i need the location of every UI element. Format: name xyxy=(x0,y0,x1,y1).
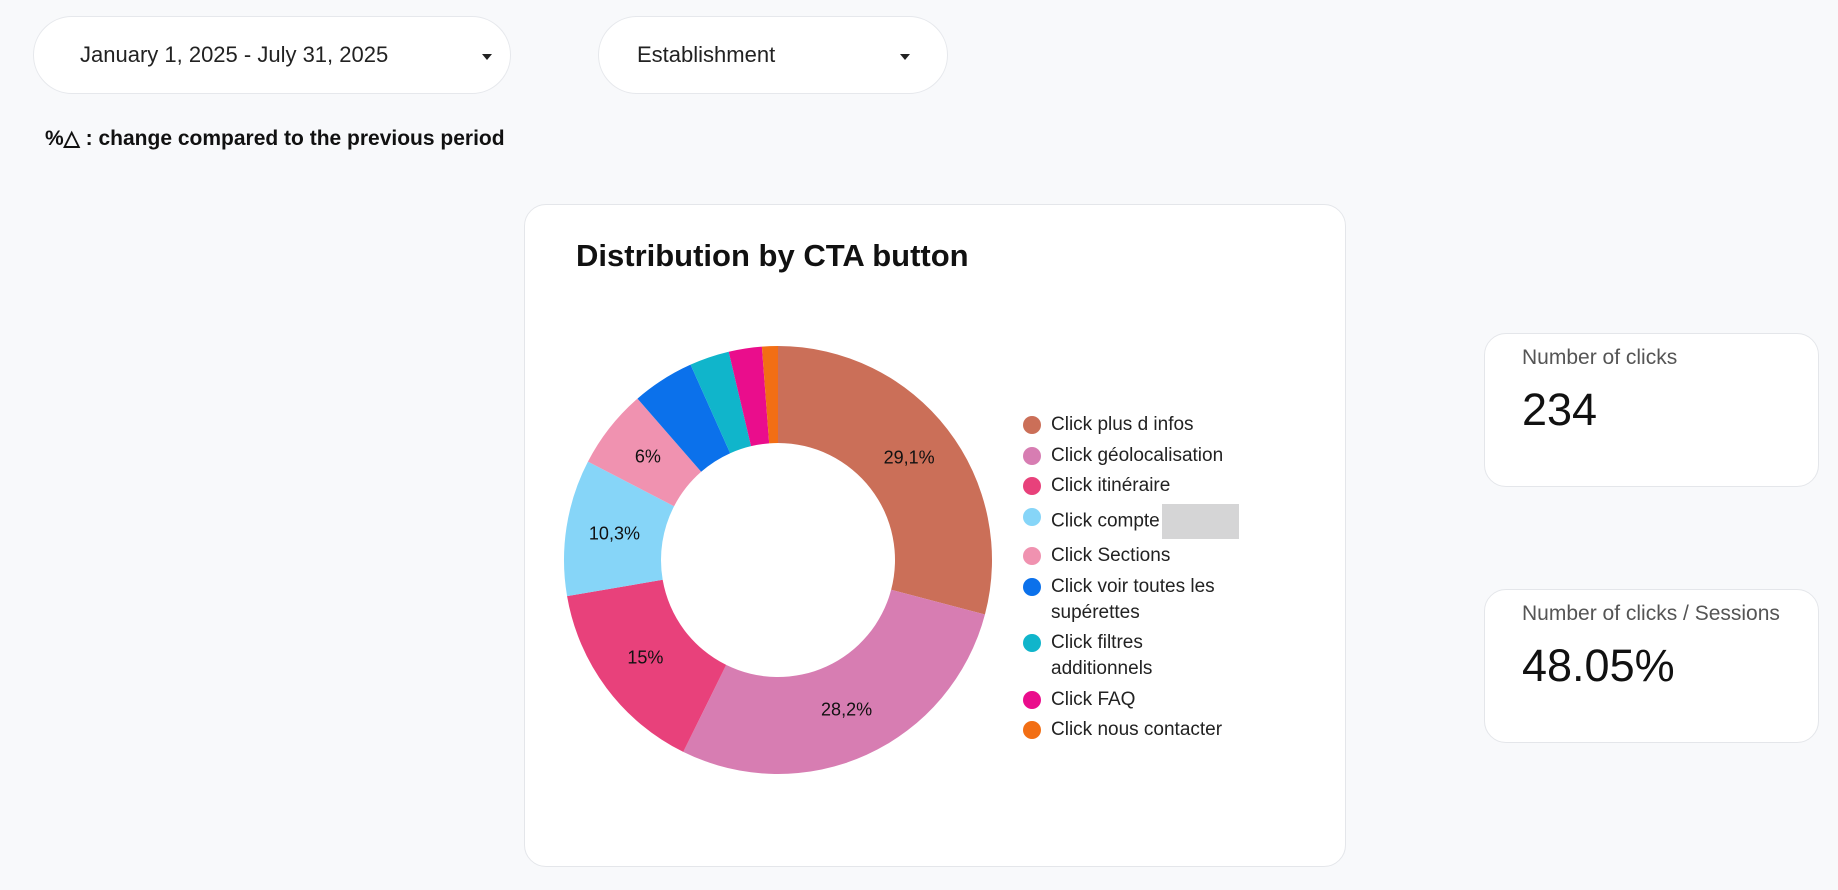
legend-swatch xyxy=(1023,721,1041,739)
legend-label: Click voir toutes les supérettes xyxy=(1051,575,1215,623)
date-range: January 1, 2025 - July 31, 2025 xyxy=(80,42,389,67)
scorecard-value: 234 xyxy=(1522,384,1598,435)
scorecard: Number of clicks 234 xyxy=(1484,333,1819,487)
legend-label: Click itinéraire xyxy=(1051,475,1171,496)
scorecard-label: Number of clicks xyxy=(1522,346,1678,369)
dropdown-arrow xyxy=(900,54,910,60)
legend-label: Click filtres additionnels xyxy=(1051,632,1153,679)
slice-label: 28,2% xyxy=(821,699,872,719)
slice xyxy=(761,346,778,444)
legend-swatch xyxy=(1023,446,1041,465)
legend-item: Click nous contacter xyxy=(1023,717,1248,743)
redaction xyxy=(1161,503,1239,539)
slice xyxy=(683,589,985,774)
slice xyxy=(587,398,702,507)
scorecard-value: 48.05% xyxy=(1522,640,1675,691)
legend-label: Click Sections xyxy=(1051,545,1171,566)
legend-swatch xyxy=(1023,477,1041,495)
establishment-label: Establishment xyxy=(637,42,776,67)
legend-label: Click plus d infos xyxy=(1051,414,1194,435)
slice xyxy=(778,346,992,615)
legend: Click plus d infos Click géolocalisation C… xyxy=(1023,412,1248,748)
legend-label: Click nous contacter xyxy=(1051,719,1223,740)
slice-label: 6% xyxy=(635,446,661,466)
legend-item: Click géolocalisation xyxy=(1023,443,1248,469)
note: %△ : change compared to the previous per… xyxy=(45,127,505,150)
legend-swatch xyxy=(1023,634,1041,652)
legend-item: Click voir toutes les supérettes xyxy=(1023,574,1248,626)
slice-label: 15% xyxy=(627,648,663,668)
legend-swatch xyxy=(1023,690,1041,709)
legend-swatch xyxy=(1023,416,1041,434)
establishment-filter[interactable]: Establishment xyxy=(598,16,948,94)
slice xyxy=(637,364,731,472)
slice-label: 10,3% xyxy=(589,523,640,543)
scorecard-label: Number of clicks / Sessions xyxy=(1522,602,1780,625)
legend-item: Click Sections xyxy=(1023,543,1248,569)
legend-item: Click compte xyxy=(1023,503,1248,539)
slice xyxy=(564,461,675,597)
legend-label: Click compte xyxy=(1051,510,1160,532)
legend-swatch xyxy=(1023,547,1041,565)
legend-item: Click filtres additionnels xyxy=(1023,630,1248,682)
legend-item: Click FAQ xyxy=(1023,687,1248,713)
date-picker[interactable]: January 1, 2025 - July 31, 2025 xyxy=(33,16,511,94)
legend-swatch xyxy=(1023,507,1041,526)
legend-item: Click itinéraire xyxy=(1023,473,1248,499)
slice xyxy=(567,579,727,752)
slice xyxy=(728,346,770,447)
slice xyxy=(690,351,752,454)
legend-label: Click géolocalisation xyxy=(1051,444,1224,466)
dropdown-arrow xyxy=(482,54,492,60)
scorecard: Number of clicks / Sessions 48.05% xyxy=(1484,589,1819,743)
legend-label: Click FAQ xyxy=(1051,688,1136,710)
slice-label: 29,1% xyxy=(884,448,935,468)
legend-item: Click plus d infos xyxy=(1023,412,1248,438)
chart-title: Distribution by CTA button xyxy=(576,238,969,273)
legend-swatch xyxy=(1023,577,1041,596)
